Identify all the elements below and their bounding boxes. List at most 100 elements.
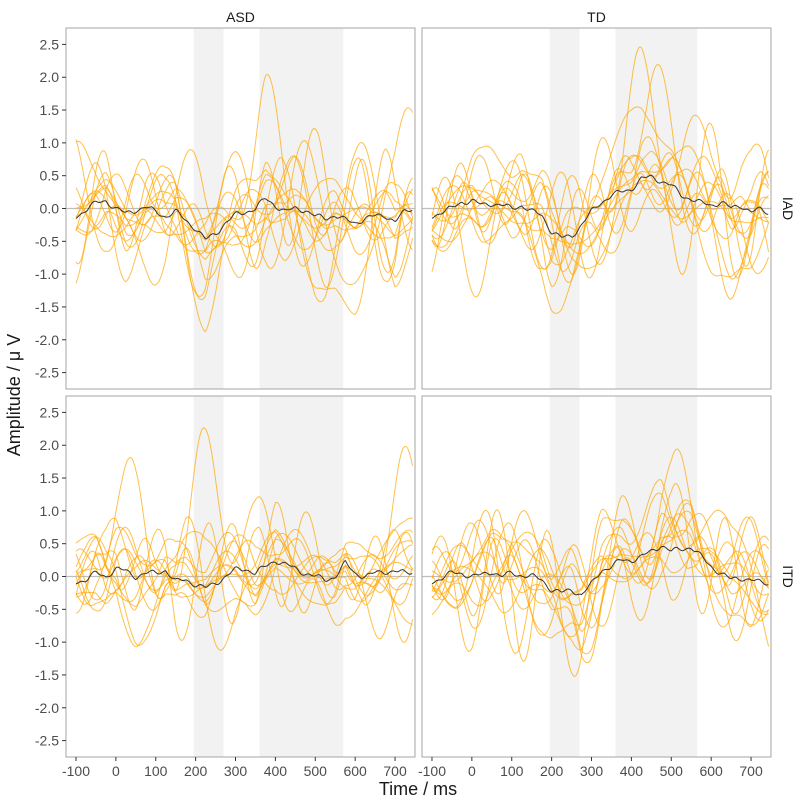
individual-trace bbox=[431, 482, 770, 677]
individual-trace bbox=[75, 558, 414, 606]
x-tick-label: 700 bbox=[383, 763, 407, 779]
grand-mean-line bbox=[75, 198, 413, 240]
individual-trace bbox=[431, 149, 770, 268]
panel-asd-iad: -2.5 -2.0 -1.5 -1.0 -0.5 0.0 0.5 1.0 1.5 2.0 2.5 bbox=[35, 27, 416, 390]
individual-trace bbox=[431, 145, 769, 280]
panel-td-iad bbox=[421, 27, 772, 390]
grand-mean-line bbox=[431, 545, 769, 596]
y-tick-label: -1.0 bbox=[35, 266, 59, 282]
y-tick-label: -1.5 bbox=[35, 667, 59, 683]
strip-label-itd: ITD bbox=[780, 565, 796, 588]
strip-label-asd: ASD bbox=[226, 9, 255, 25]
panel-asd-itd: -2.5 -2.0 -1.5 -1.0 -0.5 0.0 0.5 1.0 1.5 2.0 2.5 -1… bbox=[35, 395, 416, 779]
y-tick-label: -2.5 bbox=[35, 733, 59, 749]
grand-mean-line bbox=[431, 174, 769, 238]
individual-trace bbox=[431, 499, 770, 633]
x-tick-label: 600 bbox=[343, 763, 367, 779]
individual-trace bbox=[75, 127, 414, 279]
y-tick-label: -1.0 bbox=[35, 634, 59, 650]
x-tick-label: -100 bbox=[62, 763, 90, 779]
individual-trace bbox=[431, 180, 769, 255]
y-tick-label: -2.5 bbox=[35, 365, 59, 381]
individual-trace bbox=[75, 511, 413, 642]
y-tick-label: -2.0 bbox=[35, 332, 59, 348]
individual-trace bbox=[75, 141, 414, 333]
individual-trace bbox=[431, 136, 769, 300]
panel-lines bbox=[75, 73, 414, 333]
y-tick-label: -1.5 bbox=[35, 299, 59, 315]
individual-trace bbox=[431, 495, 770, 655]
individual-trace bbox=[431, 502, 770, 636]
individual-trace bbox=[431, 114, 770, 270]
individual-trace bbox=[431, 529, 769, 601]
y-tick-label: 1.0 bbox=[40, 503, 60, 519]
individual-trace bbox=[75, 178, 413, 255]
x-tick-label: 400 bbox=[264, 763, 288, 779]
individual-trace bbox=[431, 152, 769, 287]
x-tick-label: 200 bbox=[540, 763, 564, 779]
individual-trace bbox=[75, 426, 413, 626]
x-tick-label: 300 bbox=[580, 763, 604, 779]
x-tick-label: 0 bbox=[112, 763, 120, 779]
x-tick-label: 300 bbox=[224, 763, 248, 779]
x-tick-label: 700 bbox=[739, 763, 763, 779]
y-axis-title: Amplitude / μ V bbox=[4, 334, 24, 456]
individual-trace bbox=[431, 516, 770, 652]
x-tick-label: 0 bbox=[468, 763, 476, 779]
y-tick-label: -0.5 bbox=[35, 601, 59, 617]
y-tick-label: 2.5 bbox=[40, 404, 60, 420]
y-tick-label: 1.5 bbox=[40, 102, 60, 118]
individual-trace bbox=[75, 179, 414, 256]
y-tick-label: 0.0 bbox=[40, 201, 60, 217]
y-tick-label: 0.0 bbox=[40, 569, 60, 585]
individual-trace bbox=[75, 501, 414, 614]
strip-label-iad: IAD bbox=[780, 197, 796, 220]
individual-trace bbox=[75, 188, 413, 248]
individual-trace bbox=[431, 154, 770, 275]
individual-trace bbox=[75, 73, 414, 301]
x-tick-label: 100 bbox=[500, 763, 524, 779]
x-tick-label: 500 bbox=[660, 763, 684, 779]
strip-label-td: TD bbox=[587, 9, 606, 25]
individual-trace bbox=[75, 155, 414, 248]
y-tick-label: 2.5 bbox=[40, 36, 60, 52]
individual-trace bbox=[75, 530, 413, 648]
individual-trace bbox=[431, 136, 770, 273]
individual-trace bbox=[431, 122, 770, 279]
individual-trace bbox=[75, 148, 413, 316]
panel-td-itd: -100 0 100 200 300 400 500 600 700 bbox=[418, 395, 772, 779]
panel-lines bbox=[431, 448, 770, 677]
individual-trace bbox=[431, 151, 770, 270]
x-axis-title: Time / ms bbox=[379, 779, 457, 799]
y-tick-label: 1.0 bbox=[40, 135, 60, 151]
individual-trace bbox=[75, 548, 414, 612]
x-tick-label: 600 bbox=[699, 763, 723, 779]
y-tick-label: 2.0 bbox=[40, 437, 60, 453]
individual-trace bbox=[75, 456, 413, 618]
individual-trace bbox=[431, 478, 770, 647]
y-tick-label: -2.0 bbox=[35, 700, 59, 716]
individual-trace bbox=[75, 526, 414, 601]
individual-trace bbox=[75, 534, 413, 646]
individual-trace bbox=[75, 107, 414, 286]
x-tick-label: 200 bbox=[184, 763, 208, 779]
x-tick-label: 400 bbox=[620, 763, 644, 779]
panel-border bbox=[421, 27, 772, 390]
panel-lines bbox=[431, 46, 770, 314]
y-tick-label: 0.5 bbox=[40, 168, 60, 184]
individual-trace bbox=[75, 173, 414, 260]
y-tick-label: 0.5 bbox=[40, 536, 60, 552]
x-tick-label: 100 bbox=[144, 763, 168, 779]
y-tick-label: -0.5 bbox=[35, 233, 59, 249]
panel-border bbox=[421, 395, 772, 758]
panel-lines bbox=[75, 426, 414, 651]
y-tick-label: 2.0 bbox=[40, 69, 60, 85]
grand-mean-line bbox=[75, 559, 413, 588]
individual-trace bbox=[431, 513, 770, 664]
x-tick-label: 500 bbox=[304, 763, 328, 779]
y-tick-label: 1.5 bbox=[40, 470, 60, 486]
x-tick-label: -100 bbox=[418, 763, 446, 779]
individual-trace bbox=[431, 510, 770, 615]
individual-trace bbox=[431, 508, 769, 638]
